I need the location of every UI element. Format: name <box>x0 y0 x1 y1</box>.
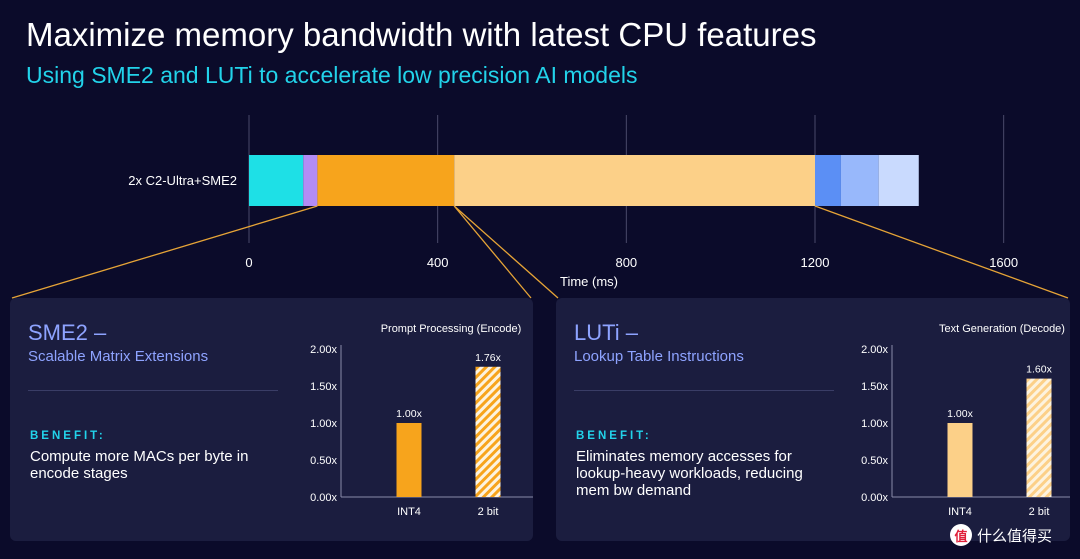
benefit-text: Compute more MACs per byte in encode sta… <box>30 448 249 482</box>
x-tick-label: INT4 <box>948 506 972 518</box>
y-tick-label: 0.00x <box>861 492 888 504</box>
data-label: 1.00x <box>947 408 973 420</box>
timeline-segment <box>249 155 304 206</box>
x-tick-label: 800 <box>615 255 637 270</box>
data-label: 1.00x <box>396 408 422 420</box>
data-label: 1.76x <box>475 352 501 364</box>
timeline-segment <box>815 155 841 206</box>
benefit-label: BENEFIT: <box>30 430 106 442</box>
y-tick-label: 2.00x <box>861 344 888 356</box>
sme2-panel: SME2 – Scalable Matrix Extensions BENEFI… <box>10 298 533 541</box>
y-tick-label: 0.50x <box>310 455 337 467</box>
x-tick-label: 0 <box>245 255 252 270</box>
data-label: 1.60x <box>1026 364 1052 376</box>
timeline-segment <box>454 155 815 206</box>
benefit-label: BENEFIT: <box>576 430 652 442</box>
x-axis-title: Time (ms) <box>560 274 618 289</box>
panel-divider <box>574 390 834 391</box>
x-tick-label: 1600 <box>989 255 1018 270</box>
panel-subheading: Scalable Matrix Extensions <box>28 348 209 365</box>
timeline-chart: 0 400 800 1200 1600 2x C2-Ultra+SME2 Time (ms) <box>11 115 1069 299</box>
y-tick-label: 1.50x <box>310 381 337 393</box>
panel-divider <box>28 390 278 391</box>
mini-chart-title: Text Generation (Decode) <box>939 323 1065 335</box>
speedup-bar <box>1026 378 1052 497</box>
y-tick-label: 1.00x <box>310 418 337 430</box>
y-tick-label: 0.50x <box>861 455 888 467</box>
connector-line <box>814 205 1069 299</box>
panel-subheading: Lookup Table Instructions <box>574 348 744 365</box>
connector-line <box>11 205 318 299</box>
watermark-badge-text: 值 <box>954 529 968 545</box>
timeline-segment <box>317 155 455 206</box>
watermark: 值 什么值得买 <box>950 524 1052 546</box>
encode-speedup-chart: Prompt Processing (Encode) 0.00x 0.50x 1.00… <box>310 323 533 518</box>
slide-subtitle: Using SME2 and LUTi to accelerate low pr… <box>26 62 638 88</box>
panel-heading: LUTi – <box>574 320 638 345</box>
x-tick-label: INT4 <box>397 506 421 518</box>
y-tick-label: 0.00x <box>310 492 337 504</box>
timeline-segment <box>303 155 318 206</box>
connector-line <box>453 205 532 299</box>
y-tick-label: 2.00x <box>310 344 337 356</box>
y-tick-label: 1.00x <box>861 418 888 430</box>
speedup-bar <box>947 423 973 497</box>
speedup-bar <box>396 423 422 497</box>
x-tick-label: 2 bit <box>478 506 499 518</box>
watermark-text: 什么值得买 <box>977 526 1053 545</box>
slide-title: Maximize memory bandwidth with latest CP… <box>26 16 817 53</box>
x-tick-label: 400 <box>427 255 449 270</box>
watermark-badge: 值 <box>950 524 972 546</box>
benefit-text: Eliminates memory accesses for lookup-he… <box>576 448 803 499</box>
decode-speedup-chart: Text Generation (Decode) 0.00x 0.50x 1.00x 1… <box>861 323 1070 518</box>
timeline-segment <box>840 155 879 206</box>
luti-panel: LUTi – Lookup Table Instructions BENEFIT… <box>556 298 1070 541</box>
y-tick-label: 1.50x <box>861 381 888 393</box>
connector-line <box>453 205 559 299</box>
x-tick-label: 1200 <box>801 255 830 270</box>
panel-heading: SME2 – <box>28 320 107 345</box>
y-category-label: 2x C2-Ultra+SME2 <box>128 173 237 188</box>
speedup-bar <box>475 366 501 497</box>
mini-chart-title: Prompt Processing (Encode) <box>381 323 522 335</box>
timeline-segment <box>878 155 919 206</box>
x-tick-label: 2 bit <box>1029 506 1050 518</box>
